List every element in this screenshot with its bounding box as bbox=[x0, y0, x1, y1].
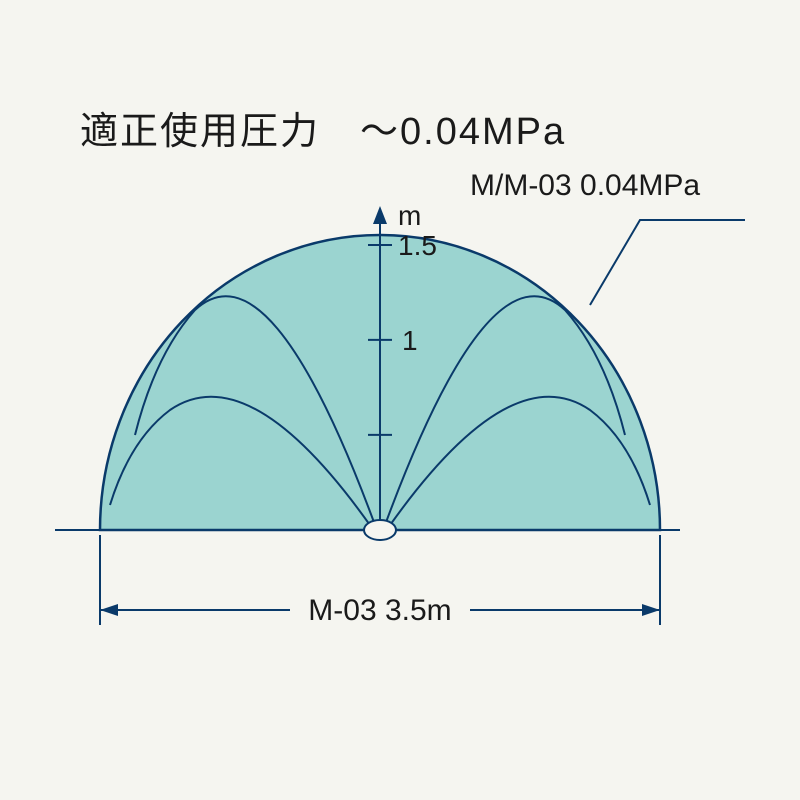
callout-line bbox=[590, 220, 745, 305]
dim-arrow-left-icon bbox=[100, 604, 118, 616]
spray-diagram: m 1.5 1 M/M-03 0.04MPa M-03 3.5m bbox=[0, 0, 800, 800]
bottom-dimension-label: M-03 3.5m bbox=[308, 594, 451, 627]
nozzle-icon bbox=[364, 520, 396, 540]
axis-arrow-icon bbox=[373, 206, 387, 224]
dim-arrow-right-icon bbox=[642, 604, 660, 616]
axis-label-1-5: 1.5 bbox=[398, 230, 437, 261]
axis-label-1: 1 bbox=[402, 325, 418, 356]
top-right-label: M/M-03 0.04MPa bbox=[470, 169, 700, 202]
axis-unit-label: m bbox=[398, 200, 421, 231]
